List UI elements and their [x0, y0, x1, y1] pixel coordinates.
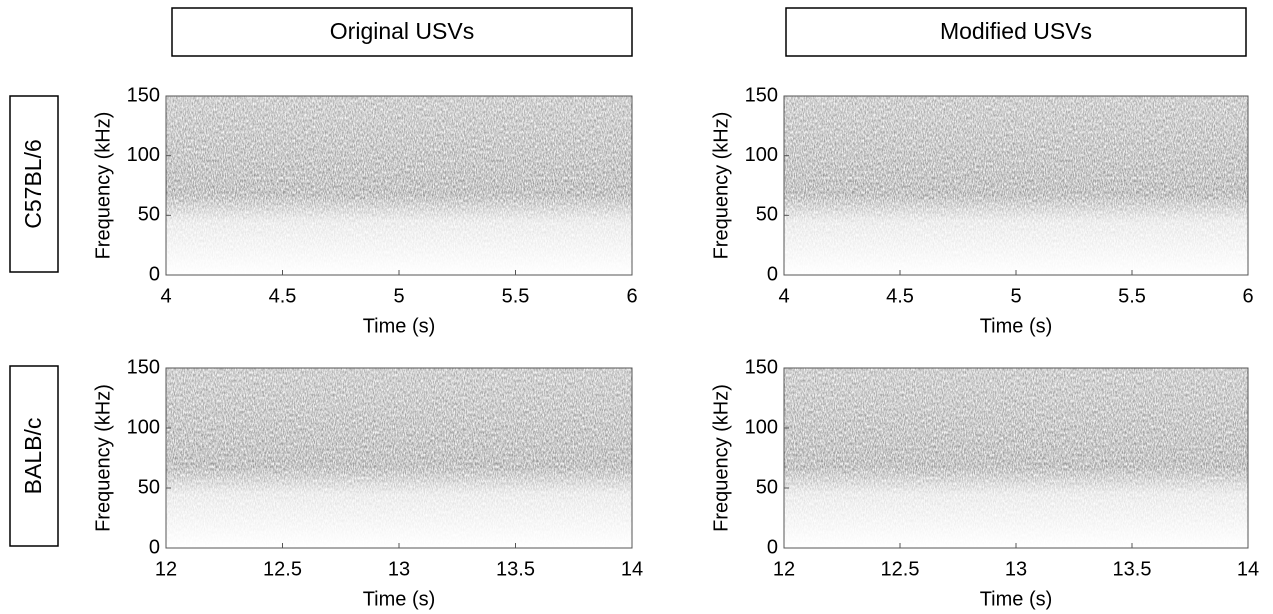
column-header-box	[171, 7, 633, 57]
y-tick-label: 100	[745, 144, 778, 166]
x-axis-label: Time (s)	[363, 588, 436, 610]
y-tick-label: 150	[127, 356, 160, 378]
spectrogram-fade	[166, 96, 632, 275]
column-header-box	[785, 7, 1247, 57]
y-axis-label: Frequency (kHz)	[92, 112, 114, 260]
x-tick-label: 4.5	[886, 285, 914, 307]
row-header-box	[9, 95, 59, 273]
x-tick-label: 5	[393, 285, 404, 307]
x-tick-label: 5	[1010, 285, 1021, 307]
x-tick-label: 6	[626, 285, 637, 307]
x-tick-label: 5.5	[502, 285, 530, 307]
x-tick-label: 5.5	[1118, 285, 1146, 307]
x-tick-label: 4	[778, 285, 789, 307]
x-tick-label: 14	[1237, 558, 1259, 580]
y-tick-label: 0	[149, 536, 160, 558]
x-tick-label: 14	[621, 558, 643, 580]
column-header: Modified USVs	[940, 18, 1092, 44]
y-tick-label: 150	[745, 84, 778, 106]
x-axis-label: Time (s)	[363, 315, 436, 337]
x-axis-label: Time (s)	[980, 588, 1053, 610]
x-tick-label: 4	[160, 285, 171, 307]
x-axis-label: Time (s)	[980, 315, 1053, 337]
x-tick-label: 13	[388, 558, 410, 580]
x-tick-label: 13.5	[1113, 558, 1152, 580]
y-tick-label: 50	[138, 204, 160, 226]
y-axis-label: Frequency (kHz)	[710, 112, 732, 260]
y-tick-label: 50	[756, 204, 778, 226]
x-tick-label: 6	[1242, 285, 1253, 307]
x-tick-label: 13	[1005, 558, 1027, 580]
y-tick-label: 150	[127, 84, 160, 106]
y-axis-label: Frequency (kHz)	[710, 384, 732, 532]
x-tick-label: 4.5	[269, 285, 297, 307]
y-tick-label: 0	[149, 263, 160, 285]
y-tick-label: 0	[767, 263, 778, 285]
y-tick-label: 50	[756, 476, 778, 498]
column-header: Original USVs	[330, 18, 474, 44]
y-axis-label: Frequency (kHz)	[92, 384, 114, 532]
y-tick-label: 100	[745, 416, 778, 438]
y-tick-label: 0	[767, 536, 778, 558]
x-tick-label: 12.5	[881, 558, 920, 580]
x-tick-label: 12	[773, 558, 795, 580]
y-tick-label: 100	[127, 416, 160, 438]
row-header: BALB/c	[20, 418, 46, 495]
y-tick-label: 50	[138, 476, 160, 498]
row-header: C57BL/6	[20, 139, 46, 229]
x-tick-label: 12	[155, 558, 177, 580]
spectrogram-fade	[166, 368, 632, 548]
spectrogram-fade	[784, 368, 1248, 548]
x-tick-label: 13.5	[496, 558, 535, 580]
spectrogram-fade	[784, 96, 1248, 275]
row-header-box	[9, 365, 59, 547]
y-tick-label: 150	[745, 356, 778, 378]
y-tick-label: 100	[127, 144, 160, 166]
x-tick-label: 12.5	[263, 558, 302, 580]
